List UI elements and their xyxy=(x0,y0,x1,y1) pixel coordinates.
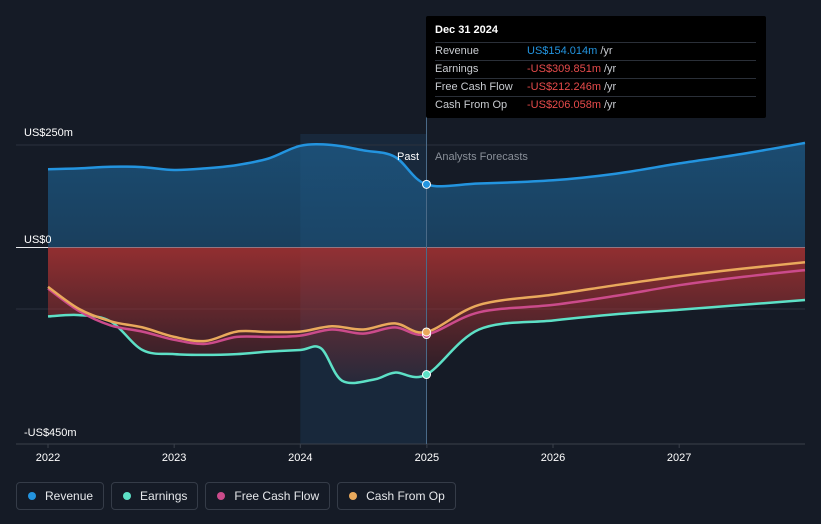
tooltip-rows: Revenue US$154.014m/yr Earnings -US$309.851… xyxy=(435,42,756,114)
tooltip-row-unit: /yr xyxy=(604,81,617,93)
series-lines xyxy=(47,141,806,385)
x-tick-label: 2027 xyxy=(667,452,691,464)
tooltip-row: Revenue US$154.014m/yr xyxy=(435,42,756,60)
x-tick-label: 2025 xyxy=(415,452,439,464)
legend-dot-icon xyxy=(349,492,358,500)
tooltip-date: Dec 31 2024 xyxy=(435,24,498,36)
axis-labels: US$250m US$0 -US$450m Past Analysts Fore… xyxy=(24,127,528,439)
tooltip-row-value: -US$309.851m xyxy=(527,63,601,75)
series-line-revenue xyxy=(47,141,806,188)
x-tick-label: 2022 xyxy=(36,452,60,464)
x-tick-label: 2024 xyxy=(288,452,312,464)
legend-label: Free Cash Flow xyxy=(234,489,320,503)
tooltip-row-value: US$154.014m xyxy=(527,45,598,57)
tooltip-row-value: -US$212.246m xyxy=(527,81,601,93)
past-label: Past xyxy=(397,151,419,163)
legend-item-earnings[interactable]: Earnings xyxy=(111,482,199,510)
forecast-label: Analysts Forecasts xyxy=(435,151,528,163)
legend-item-cash-from-op[interactable]: Cash From Op xyxy=(337,482,456,510)
x-tick-label: 2026 xyxy=(541,452,565,464)
divider-markers xyxy=(422,116,431,444)
tooltip-row-unit: /yr xyxy=(604,99,617,111)
x-axis-ticks: 2022 2023 2024 2025 2026 2027 xyxy=(36,444,691,464)
divider-marker-earnings xyxy=(422,370,431,380)
legend-item-free-cash-flow[interactable]: Free Cash Flow xyxy=(205,482,331,510)
legend: Revenue Earnings Free Cash Flow Cash From O… xyxy=(16,482,456,510)
series-line-cash-from-op xyxy=(47,261,806,343)
tooltip: Dec 31 2024 Revenue US$154.014m/yr Earning… xyxy=(426,16,766,118)
tooltip-row: Free Cash Flow -US$212.246m/yr xyxy=(435,78,756,96)
tooltip-row-value: -US$206.058m xyxy=(527,99,601,111)
series-line-earnings xyxy=(47,298,806,385)
legend-dot-icon xyxy=(28,492,36,500)
tooltip-row-unit: /yr xyxy=(604,63,617,75)
y-tick-bottom: -US$450m xyxy=(24,427,77,439)
tooltip-row-label: Free Cash Flow xyxy=(435,81,513,93)
tooltip-row: Cash From Op -US$206.058m/yr xyxy=(435,96,756,114)
tooltip-row-label: Revenue xyxy=(435,45,480,57)
divider-marker-revenue xyxy=(422,179,431,189)
y-tick-top: US$250m xyxy=(24,127,73,139)
series-line-free-cash-flow xyxy=(47,268,806,346)
tooltip-row: Earnings -US$309.851m/yr xyxy=(435,60,756,78)
divider-marker-cash-from-op xyxy=(422,327,431,337)
legend-label: Earnings xyxy=(140,489,188,503)
legend-label: Cash From Op xyxy=(366,489,445,503)
legend-label: Revenue xyxy=(45,489,94,503)
legend-dot-icon xyxy=(123,492,132,500)
y-tick-zero: US$0 xyxy=(24,234,52,246)
legend-dot-icon xyxy=(217,492,226,500)
tooltip-row-label: Earnings xyxy=(435,63,479,75)
tooltip-row-label: Cash From Op xyxy=(435,99,508,111)
x-tick-label: 2023 xyxy=(162,452,186,464)
tooltip-row-unit: /yr xyxy=(600,45,613,57)
legend-item-revenue[interactable]: Revenue xyxy=(16,482,105,510)
